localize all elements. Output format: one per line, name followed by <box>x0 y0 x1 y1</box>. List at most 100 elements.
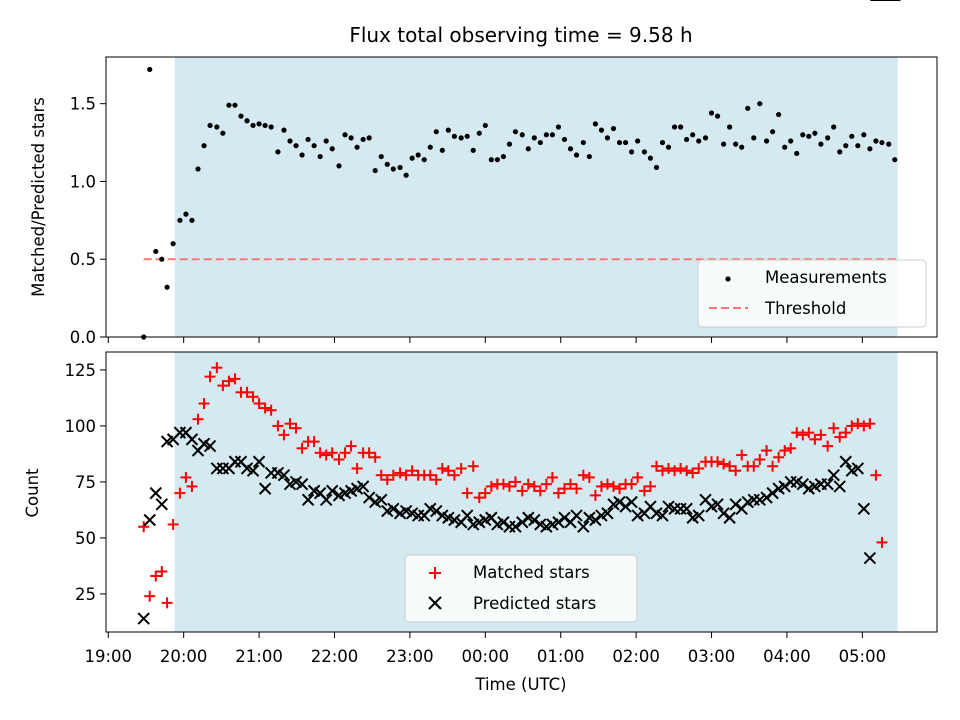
measurement-point <box>170 241 176 247</box>
matched-star-point <box>461 487 473 499</box>
matched-star-point <box>455 462 467 474</box>
matched-star-point <box>571 483 583 495</box>
measurement-point <box>671 124 678 130</box>
matched-star-point <box>663 462 675 474</box>
measurement-point <box>281 127 287 133</box>
matched-star-point <box>272 420 284 432</box>
matched-star-point <box>828 422 840 434</box>
measurement-point <box>360 136 366 143</box>
matched-star-point <box>369 451 381 463</box>
matched-star-point <box>748 460 760 472</box>
measurement-point <box>433 129 439 135</box>
measurement-point <box>879 139 885 146</box>
matched-star-point <box>241 386 253 398</box>
measurement-point <box>458 135 464 141</box>
measurement-point <box>831 124 837 130</box>
matched-star-point <box>522 478 534 490</box>
measurement-point <box>586 153 592 160</box>
measurement-point <box>378 153 384 160</box>
predicted-star-point <box>601 507 614 520</box>
matched-star-point <box>387 469 399 481</box>
matched-star-point <box>406 465 418 477</box>
predicted-star-point <box>656 509 669 522</box>
matched-star-point <box>339 447 351 459</box>
measurement-point <box>159 256 165 262</box>
measurement-point <box>727 124 733 130</box>
matched-star-point <box>614 483 626 495</box>
ratio-legend-box <box>697 259 927 328</box>
matched-star-point <box>644 480 656 492</box>
predicted-star-point <box>430 504 443 518</box>
measurement-point <box>220 130 226 136</box>
matched-star-point <box>595 480 607 492</box>
measurement-point <box>818 141 824 147</box>
measurement-point <box>763 138 770 144</box>
measurement-point <box>733 141 739 147</box>
measurement-point <box>616 139 623 146</box>
predicted-star-point <box>778 480 791 493</box>
measurement-point <box>268 124 274 130</box>
measurement-point <box>329 146 335 152</box>
measurement-point <box>195 166 201 172</box>
measurement-point <box>800 132 806 138</box>
predicted-star-point <box>796 477 809 491</box>
count-predicted-layer <box>137 0 901 625</box>
measurement-point <box>488 157 494 163</box>
matched-star-point <box>314 447 326 459</box>
matched-star-point <box>681 465 693 477</box>
predicted-star-point <box>552 516 565 529</box>
measurement-point <box>506 141 513 147</box>
measurement-point <box>843 143 849 149</box>
predicted-star-point <box>203 439 217 453</box>
matched-star-point <box>400 469 412 481</box>
ratio-x-ticks <box>107 337 863 343</box>
predicted-star-point <box>375 493 388 507</box>
legend-matched-label: Matched stars <box>473 563 590 582</box>
matched-star-point <box>687 467 699 479</box>
measurement-point <box>555 124 562 130</box>
measurement-point <box>855 143 861 149</box>
measurement-point <box>604 135 611 141</box>
predicted-star-point <box>589 513 602 527</box>
measurement-point <box>702 135 709 141</box>
ratio-axes-frame <box>105 56 938 338</box>
measurement-point <box>183 211 189 217</box>
measurement-point <box>317 153 323 160</box>
predicted-star-point <box>851 462 865 475</box>
ratio-y-axis: 0.0 0.5 1.0 1.5 <box>70 95 106 347</box>
predicted-star-point <box>149 486 162 500</box>
x-tick-label: 01:00 <box>537 647 585 666</box>
matched-star-point <box>211 362 223 374</box>
measurement-point <box>238 113 244 119</box>
matched-star-point <box>351 462 363 474</box>
matched-star-point <box>675 462 687 474</box>
measurement-point <box>232 102 238 108</box>
matched-star-point <box>161 597 173 609</box>
measurement-point <box>390 166 396 172</box>
matched-star-point <box>657 465 669 477</box>
matched-star-point <box>558 483 570 495</box>
measurement-point <box>849 133 855 139</box>
matched-star-point <box>785 442 797 454</box>
predicted-star-point <box>258 482 272 495</box>
predicted-star-point <box>277 468 291 482</box>
matched-star-point <box>638 485 650 497</box>
x-tick-label: 19:00 <box>84 647 132 666</box>
matched-star-point <box>546 471 558 483</box>
matched-star-point <box>577 469 589 481</box>
matched-star-point <box>864 418 876 430</box>
matched-star-point <box>589 489 601 501</box>
measurement-point <box>476 130 482 136</box>
matched-star-point <box>167 518 179 530</box>
matched-star-point <box>858 420 870 432</box>
x-tick-label: 22:00 <box>311 647 359 666</box>
measurement-point <box>384 161 390 167</box>
matched-star-point <box>809 433 821 445</box>
predicted-star-point <box>711 498 724 511</box>
matched-star-point <box>724 460 736 472</box>
matched-star-point <box>540 478 552 490</box>
measurement-point <box>610 125 617 132</box>
measurement-point <box>806 133 812 139</box>
count-x-axis: 19:00 20:00 21:00 22:00 23:00 00:00 01:00 02:00… <box>84 632 886 666</box>
matched-star-point <box>394 467 406 479</box>
